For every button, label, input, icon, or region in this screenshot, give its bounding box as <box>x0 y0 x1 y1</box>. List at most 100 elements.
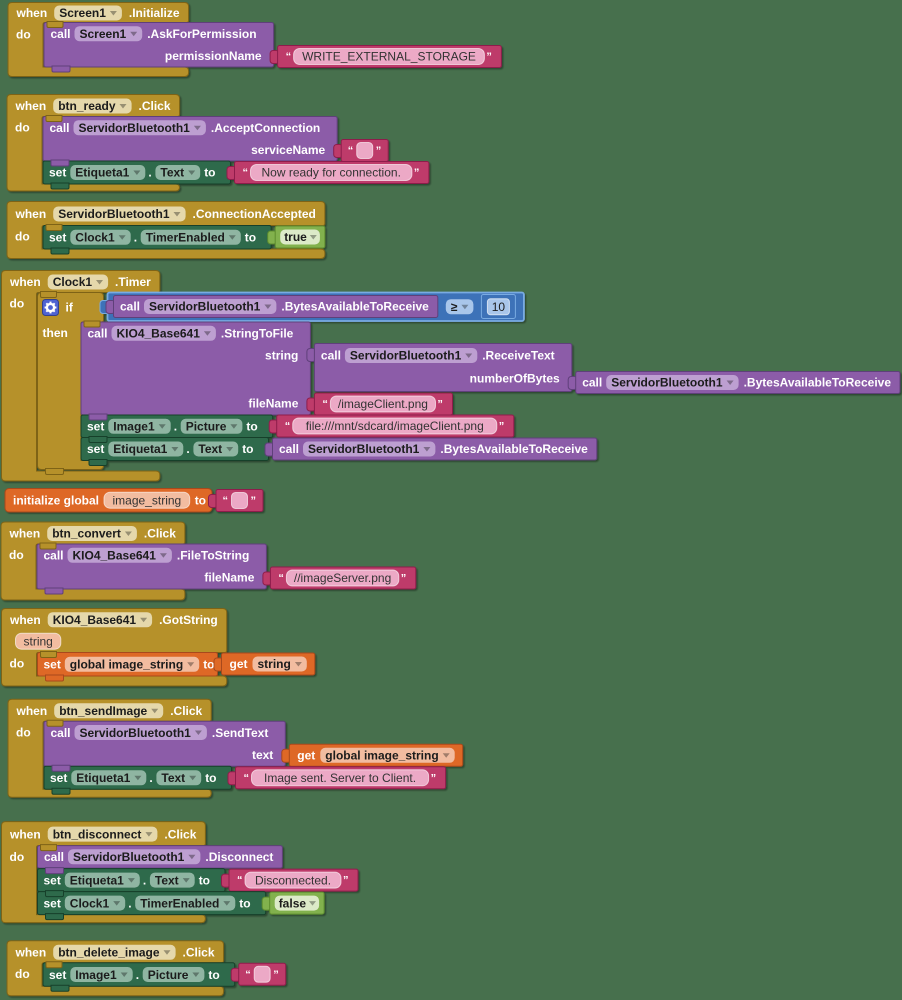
svg-text:call: call <box>44 549 64 563</box>
svg-text:KIO4_Base641: KIO4_Base641 <box>73 549 157 563</box>
svg-text:Image1: Image1 <box>113 419 155 433</box>
svg-text:Screen1: Screen1 <box>59 6 106 20</box>
svg-text:”: ” <box>343 875 349 887</box>
svg-text:file:///mnt/sdcard/imageClient: file:///mnt/sdcard/imageClient.png <box>306 419 484 433</box>
svg-text:btn_sendImage: btn_sendImage <box>59 704 147 718</box>
svg-text:do: do <box>15 230 30 244</box>
svg-text:string: string <box>265 349 298 363</box>
svg-text:.GotString: .GotString <box>159 613 218 627</box>
svg-text:Etiqueta1: Etiqueta1 <box>113 442 167 456</box>
svg-text:.AcceptConnection: .AcceptConnection <box>211 121 320 135</box>
svg-text:call: call <box>279 442 299 456</box>
svg-text:.StringToFile: .StringToFile <box>221 326 294 340</box>
svg-text:do: do <box>10 297 25 311</box>
svg-text:KIO4_Base641: KIO4_Base641 <box>53 613 137 627</box>
svg-text:ServidorBluetooth1: ServidorBluetooth1 <box>80 726 192 740</box>
svg-text:call: call <box>120 300 140 314</box>
svg-text:set: set <box>87 419 104 433</box>
svg-text:if: if <box>66 301 74 315</box>
svg-text:Clock1: Clock1 <box>53 275 93 289</box>
svg-text:global image_string: global image_string <box>70 658 183 672</box>
svg-text:fileName: fileName <box>204 571 254 585</box>
svg-text:when: when <box>15 946 47 960</box>
svg-text:btn_delete_image: btn_delete_image <box>58 946 160 960</box>
svg-text:“: “ <box>286 51 292 63</box>
svg-text:.Click: .Click <box>183 946 215 960</box>
svg-text:10: 10 <box>492 300 506 314</box>
svg-text:image_string: image_string <box>113 493 182 507</box>
svg-text:btn_disconnect: btn_disconnect <box>53 827 142 841</box>
svg-text:.: . <box>128 896 131 910</box>
svg-text:“: “ <box>245 969 251 981</box>
svg-text:.: . <box>148 166 151 180</box>
svg-text:set: set <box>87 442 104 456</box>
svg-text:”: ” <box>431 772 437 784</box>
svg-text:Picture: Picture <box>148 968 189 982</box>
svg-text:.Click: .Click <box>170 704 202 718</box>
svg-text:/imageClient.png: /imageClient.png <box>338 397 428 411</box>
svg-text:Picture: Picture <box>186 419 227 433</box>
svg-text:.AskForPermission: .AskForPermission <box>147 27 256 41</box>
svg-text:TimerEnabled: TimerEnabled <box>140 896 219 910</box>
svg-text:to: to <box>245 230 256 244</box>
svg-text:to: to <box>203 658 214 672</box>
svg-text:false: false <box>279 896 307 910</box>
svg-text:get: get <box>230 657 248 671</box>
svg-text:call: call <box>321 349 341 363</box>
svg-text:set: set <box>44 896 61 910</box>
svg-text:call: call <box>50 121 70 135</box>
svg-text:set: set <box>49 968 66 982</box>
svg-text:”: ” <box>251 495 257 507</box>
svg-text:Text: Text <box>160 166 184 180</box>
svg-text:.Click: .Click <box>139 99 171 113</box>
svg-text:initialize global: initialize global <box>13 493 99 507</box>
svg-text:Etiqueta1: Etiqueta1 <box>76 771 130 785</box>
svg-text:.: . <box>143 873 146 887</box>
svg-text:global image_string: global image_string <box>325 749 438 763</box>
svg-text:set: set <box>49 166 66 180</box>
svg-text:set: set <box>44 658 61 672</box>
svg-text:Text: Text <box>198 442 222 456</box>
svg-text:ServidorBluetooth1: ServidorBluetooth1 <box>308 442 420 456</box>
svg-text:to: to <box>205 771 216 785</box>
svg-text:permissionName: permissionName <box>165 49 262 63</box>
svg-text:WRITE_EXTERNAL_STORAGE: WRITE_EXTERNAL_STORAGE <box>302 50 476 64</box>
svg-text:call: call <box>582 376 602 390</box>
svg-text:string: string <box>258 657 291 671</box>
svg-text:.SendText: .SendText <box>212 726 268 740</box>
svg-text:call: call <box>51 726 71 740</box>
svg-text:Image sent. Server to Client.: Image sent. Server to Client. <box>264 771 416 785</box>
svg-text:”: ” <box>376 145 382 157</box>
svg-text:”: ” <box>486 51 492 63</box>
svg-text:text: text <box>252 748 273 762</box>
svg-text:fileName: fileName <box>248 397 298 411</box>
svg-text:to: to <box>242 442 253 456</box>
svg-text:“: “ <box>237 875 243 887</box>
svg-text:when: when <box>9 527 41 541</box>
svg-text:.: . <box>149 771 152 785</box>
svg-text:true: true <box>284 230 307 244</box>
svg-text:when: when <box>15 99 47 113</box>
svg-text:set: set <box>49 230 66 244</box>
svg-text:.BytesAvailableToReceive: .BytesAvailableToReceive <box>281 300 429 314</box>
svg-text:then: then <box>43 326 68 340</box>
svg-text:Etiqueta1: Etiqueta1 <box>70 873 124 887</box>
svg-text:btn_ready: btn_ready <box>58 99 116 113</box>
svg-text:when: when <box>15 207 47 221</box>
svg-text:serviceName: serviceName <box>251 143 325 157</box>
svg-text:do: do <box>10 850 25 864</box>
svg-text:.: . <box>174 419 177 433</box>
svg-text:“: “ <box>243 167 249 179</box>
svg-text:”: ” <box>401 573 407 585</box>
svg-text:.Timer: .Timer <box>115 275 151 289</box>
svg-text:”: ” <box>499 421 505 433</box>
svg-text:call: call <box>51 27 71 41</box>
svg-text:ServidorBluetooth1: ServidorBluetooth1 <box>611 376 723 390</box>
svg-text:ServidorBluetooth1: ServidorBluetooth1 <box>73 850 185 864</box>
svg-text:KIO4_Base641: KIO4_Base641 <box>117 326 201 340</box>
svg-text:.FileToString: .FileToString <box>177 549 249 563</box>
svg-text:when: when <box>9 827 41 841</box>
svg-text:call: call <box>88 326 108 340</box>
svg-text:string: string <box>24 635 53 649</box>
svg-text:do: do <box>10 657 25 671</box>
